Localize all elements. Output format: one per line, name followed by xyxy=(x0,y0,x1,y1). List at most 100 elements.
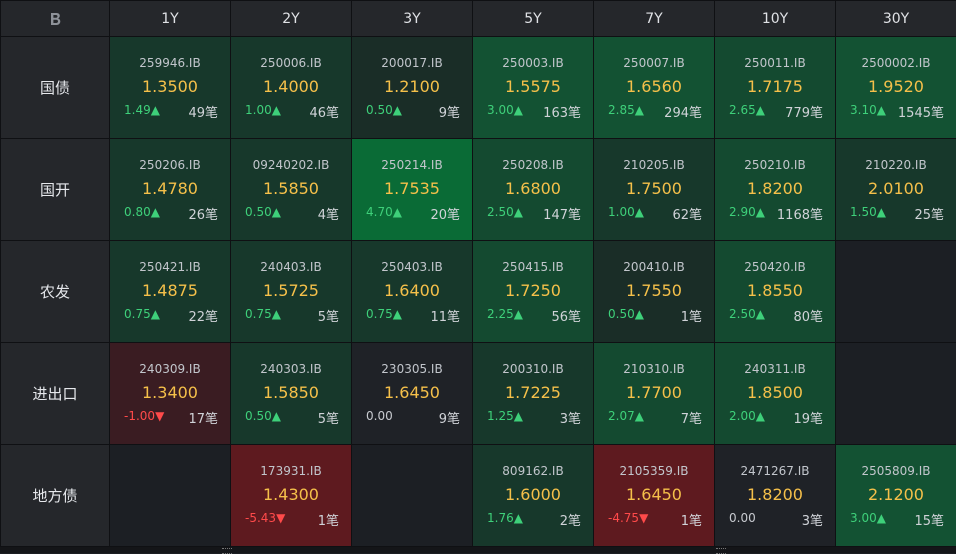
change-value: 2.90 xyxy=(729,205,756,219)
bond-quote-cell[interactable]: 2505809.IB 2.1200 3.00▲ 15笔 xyxy=(836,445,956,546)
bond-code: 210310.IB xyxy=(623,362,685,376)
bond-quote-cell[interactable]: 210310.IB 1.7700 2.07▲ 7笔 xyxy=(594,343,714,444)
change-value: 2.65 xyxy=(729,103,756,117)
bond-quote-cell[interactable]: 250011.IB 1.7175 2.65▲ 779笔 xyxy=(715,37,835,138)
bond-quote-cell[interactable]: 250403.IB 1.6400 0.75▲ 11笔 xyxy=(352,241,472,342)
change-bp: 2.85▲ xyxy=(608,103,644,117)
row-label: 国开 xyxy=(1,139,109,240)
bond-code: 250403.IB xyxy=(381,260,443,274)
bond-quote-cell[interactable]: 2105359.IB 1.6450 -4.75▼ 1笔 xyxy=(594,445,714,546)
arrow-up-icon: ▲ xyxy=(392,103,402,117)
column-header-5y[interactable]: 5Y xyxy=(473,1,593,36)
bottom-scroll-track[interactable] xyxy=(0,547,956,553)
bond-quote-cell[interactable]: 2471267.IB 1.8200 0.00 3笔 xyxy=(715,445,835,546)
column-header-7y[interactable]: 7Y xyxy=(594,1,714,36)
arrow-up-icon: ▲ xyxy=(755,409,765,423)
bond-quote-cell[interactable]: 250420.IB 1.8550 2.50▲ 80笔 xyxy=(715,241,835,342)
bond-quote-cell[interactable]: 240303.IB 1.5850 0.50▲ 5笔 xyxy=(231,343,351,444)
change-value: 0.00 xyxy=(366,409,393,423)
logo-b-icon xyxy=(51,12,61,25)
bond-quote-cell[interactable]: 250206.IB 1.4780 0.80▲ 26笔 xyxy=(110,139,230,240)
bond-code: 2105359.IB xyxy=(619,464,689,478)
column-header-30y[interactable]: 30Y xyxy=(836,1,956,36)
bond-quote-cell[interactable]: 230305.IB 1.6450 0.00 9笔 xyxy=(352,343,472,444)
bond-quote-cell[interactable]: 210220.IB 2.0100 1.50▲ 25笔 xyxy=(836,139,956,240)
bond-quote-cell[interactable]: 2500002.IB 1.9520 3.10▲ 1545笔 xyxy=(836,37,956,138)
change-value: 0.50 xyxy=(608,307,635,321)
bond-yield: 1.8200 xyxy=(747,485,803,504)
arrow-up-icon: ▲ xyxy=(634,409,644,423)
bond-yield: 1.9520 xyxy=(868,77,924,96)
empty-cell xyxy=(836,343,956,444)
change-bp: 1.76▲ xyxy=(487,511,523,525)
change-bp: 1.49▲ xyxy=(124,103,160,117)
bond-yield: 1.7535 xyxy=(384,179,440,198)
bond-yield: 1.8200 xyxy=(747,179,803,198)
column-header-3y[interactable]: 3Y xyxy=(352,1,472,36)
bond-code: 250415.IB xyxy=(502,260,564,274)
bond-quote-cell[interactable]: 250208.IB 1.6800 2.50▲ 147笔 xyxy=(473,139,593,240)
bond-quote-cell[interactable]: 250003.IB 1.5575 3.00▲ 163笔 xyxy=(473,37,593,138)
change-value: 4.70 xyxy=(366,205,393,219)
bond-quote-cell[interactable]: 173931.IB 1.4300 -5.43▼ 1笔 xyxy=(231,445,351,546)
change-bp: 3.00▲ xyxy=(850,511,886,525)
arrow-up-icon: ▲ xyxy=(513,307,523,321)
column-header-1y[interactable]: 1Y xyxy=(110,1,230,36)
row-label: 农发 xyxy=(1,241,109,342)
empty-cell xyxy=(352,445,472,546)
bond-code: 250214.IB xyxy=(381,158,443,172)
arrow-up-icon: ▲ xyxy=(271,103,281,117)
trade-count: 22笔 xyxy=(188,310,218,325)
bond-quote-cell[interactable]: 200310.IB 1.7225 1.25▲ 3笔 xyxy=(473,343,593,444)
trade-count: 3笔 xyxy=(559,412,581,427)
change-bp: 3.00▲ xyxy=(487,103,523,117)
bond-quote-cell[interactable]: 250006.IB 1.4000 1.00▲ 46笔 xyxy=(231,37,351,138)
bond-code: 250007.IB xyxy=(623,56,685,70)
change-bp: 3.10▲ xyxy=(850,103,886,117)
arrow-up-icon: ▲ xyxy=(150,103,160,117)
change-bp: 4.70▲ xyxy=(366,205,402,219)
trade-count: 20笔 xyxy=(430,208,460,223)
bond-quote-cell[interactable]: 210205.IB 1.7500 1.00▲ 62笔 xyxy=(594,139,714,240)
bond-quote-cell[interactable]: 240403.IB 1.5725 0.75▲ 5笔 xyxy=(231,241,351,342)
empty-cell xyxy=(836,241,956,342)
bond-code: 250206.IB xyxy=(139,158,201,172)
bond-quote-cell[interactable]: 200410.IB 1.7550 0.50▲ 1笔 xyxy=(594,241,714,342)
bond-quote-cell[interactable]: 250421.IB 1.4875 0.75▲ 22笔 xyxy=(110,241,230,342)
resize-handle[interactable] xyxy=(222,548,232,554)
change-value: 1.50 xyxy=(850,205,877,219)
trade-count: 147笔 xyxy=(543,208,581,223)
trade-count: 9笔 xyxy=(438,412,460,427)
arrow-up-icon: ▲ xyxy=(513,511,523,525)
bond-quote-cell[interactable]: 250415.IB 1.7250 2.25▲ 56笔 xyxy=(473,241,593,342)
arrow-up-icon: ▲ xyxy=(150,307,160,321)
bond-yield: 1.4780 xyxy=(142,179,198,198)
bond-quote-cell[interactable]: 259946.IB 1.3500 1.49▲ 49笔 xyxy=(110,37,230,138)
change-value: 0.50 xyxy=(245,409,272,423)
column-header-2y[interactable]: 2Y xyxy=(231,1,351,36)
resize-handle[interactable] xyxy=(716,548,726,554)
column-header-10y[interactable]: 10Y xyxy=(715,1,835,36)
bond-quote-cell[interactable]: 250007.IB 1.6560 2.85▲ 294笔 xyxy=(594,37,714,138)
bond-code: 250208.IB xyxy=(502,158,564,172)
bond-yield: 1.3500 xyxy=(142,77,198,96)
bond-quote-cell[interactable]: 240311.IB 1.8500 2.00▲ 19笔 xyxy=(715,343,835,444)
bond-quote-cell[interactable]: 250214.IB 1.7535 4.70▲ 20笔 xyxy=(352,139,472,240)
bond-quote-cell[interactable]: 200017.IB 1.2100 0.50▲ 9笔 xyxy=(352,37,472,138)
trade-count: 17笔 xyxy=(188,412,218,427)
trade-count: 49笔 xyxy=(188,106,218,121)
bond-quote-cell[interactable]: 809162.IB 1.6000 1.76▲ 2笔 xyxy=(473,445,593,546)
bond-quote-cell[interactable]: 240309.IB 1.3400 -1.00▼ 17笔 xyxy=(110,343,230,444)
bond-yield: 1.7500 xyxy=(626,179,682,198)
change-value: 2.00 xyxy=(729,409,756,423)
bond-code: 250420.IB xyxy=(744,260,806,274)
bond-quote-cell[interactable]: 09240202.IB 1.5850 0.50▲ 4笔 xyxy=(231,139,351,240)
trade-count: 1笔 xyxy=(680,514,702,529)
change-bp: 0.50▲ xyxy=(245,409,281,423)
bond-quote-cell[interactable]: 250210.IB 1.8200 2.90▲ 1168笔 xyxy=(715,139,835,240)
corner-logo xyxy=(1,1,109,36)
arrow-up-icon: ▲ xyxy=(271,307,281,321)
bond-code: 2505809.IB xyxy=(861,464,931,478)
change-bp: 2.50▲ xyxy=(487,205,523,219)
